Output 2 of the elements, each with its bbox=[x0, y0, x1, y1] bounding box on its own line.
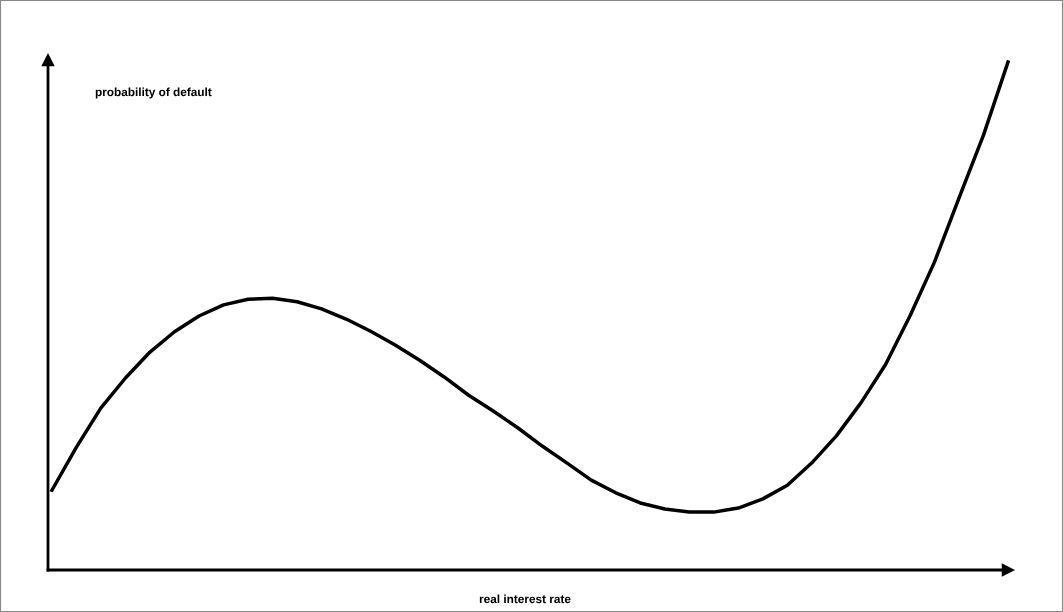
y-axis-title: probability of default bbox=[95, 87, 212, 99]
x-axis-title: real interest rate bbox=[479, 594, 571, 604]
